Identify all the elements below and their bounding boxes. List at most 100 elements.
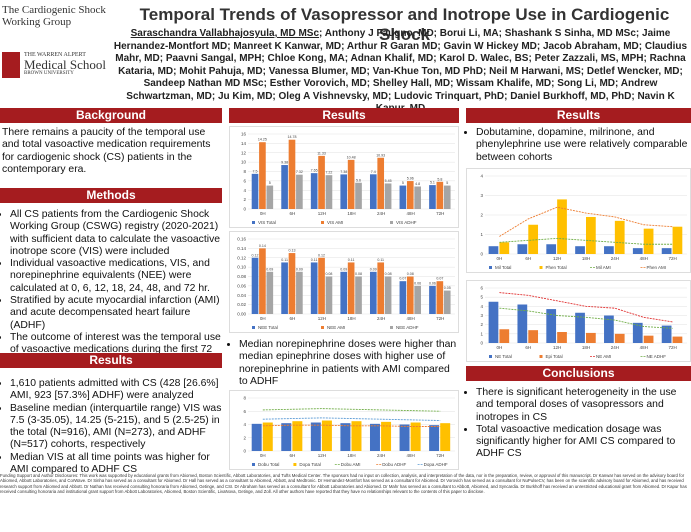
y-tick-label: 4 — [243, 422, 246, 427]
x-tick-label: 72H — [668, 256, 676, 261]
legend-label: Dopa Total — [299, 462, 320, 467]
value-label: 7.32 — [296, 170, 303, 174]
x-tick-label: 12H — [318, 211, 326, 216]
bar — [614, 333, 625, 343]
logo-text: BROWN UNIVERSITY — [24, 71, 74, 76]
bar — [546, 309, 557, 343]
bar — [340, 271, 348, 314]
chart: 0 1 2 3 4 0H 6H 12H 18H 24H 48H 72H Mil Total Phen To… — [466, 168, 691, 273]
value-label: 0.08 — [385, 272, 392, 276]
legend-label: Mil Total — [495, 265, 511, 270]
section-text: Median norepinephrine doses were higher … — [231, 339, 457, 388]
bar — [575, 312, 585, 343]
bullet: Individual vasoactive medications, VIS, … — [10, 258, 222, 295]
value-label: 5 — [446, 181, 448, 185]
y-tick-label: 6 — [243, 409, 246, 414]
section-text: There remains a paucity of the temporal … — [2, 127, 211, 175]
y-tick-label: 4 — [243, 188, 246, 193]
bar — [351, 421, 362, 451]
value-label: 5.8 — [437, 177, 442, 181]
y-tick-label: 0.04 — [237, 293, 246, 298]
x-tick-label: 24H — [611, 256, 619, 261]
legend-swatch — [321, 221, 324, 224]
section-heading: Conclusions — [466, 366, 691, 381]
legend-swatch — [539, 266, 543, 269]
x-tick-label: 72H — [668, 345, 676, 350]
x-tick-label: 6H — [289, 453, 295, 458]
footer: Funding Support and Author Disclosures: … — [0, 473, 687, 495]
bar — [369, 423, 380, 451]
section-text: 1,610 patients admitted with CS (428 [26… — [2, 378, 222, 476]
bar — [377, 262, 385, 314]
bar — [384, 276, 392, 314]
x-tick-label: 72H — [436, 316, 444, 321]
bar — [347, 159, 355, 209]
line — [262, 417, 441, 421]
y-tick-label: 8 — [243, 169, 246, 174]
value-label: 0.07 — [436, 277, 443, 281]
line — [499, 292, 673, 323]
bar — [661, 325, 672, 343]
line — [262, 408, 441, 412]
section-heading: Results — [0, 353, 222, 368]
legend-label: VIS ADHF — [396, 220, 417, 225]
legend-swatch — [293, 463, 297, 466]
bar — [310, 422, 321, 451]
value-label: 0.06 — [429, 281, 436, 285]
value-label: 7.4 — [371, 170, 376, 174]
bar — [399, 424, 410, 451]
legend-swatch — [252, 463, 255, 466]
bar — [586, 332, 596, 343]
bar — [632, 248, 643, 254]
bar — [266, 271, 274, 314]
bar — [347, 262, 355, 314]
bar — [414, 186, 421, 209]
y-tick-label: 4 — [480, 304, 483, 309]
value-label: 0.07 — [399, 277, 406, 281]
value-label: 10.93 — [376, 153, 385, 157]
value-label: 0.12 — [318, 253, 325, 257]
bar — [281, 262, 288, 314]
legend-label: VIS Total — [258, 220, 276, 225]
y-tick-label: 0.02 — [237, 302, 246, 307]
bar — [443, 185, 451, 209]
legend-label: NEE ADHF — [396, 325, 419, 330]
title: Temporal Trends of Vasopressor and Inotr… — [139, 5, 670, 44]
section-heading: Background — [0, 108, 222, 123]
bar — [604, 246, 614, 254]
value-label: 5.96 — [407, 177, 414, 181]
bar — [381, 421, 392, 451]
logo-text: The Cardiogenic Shock — [2, 4, 106, 16]
x-tick-label: 12H — [318, 453, 326, 458]
bar — [292, 421, 303, 451]
value-label: 0.05 — [444, 286, 451, 290]
brown-shield — [2, 52, 20, 78]
value-label: 0.09 — [266, 267, 273, 271]
legend-label: NEE Total — [258, 325, 278, 330]
legend-swatch — [390, 221, 393, 224]
legend-swatch — [489, 355, 492, 358]
y-tick-label: 0 — [480, 341, 483, 346]
y-tick-label: 2 — [480, 322, 483, 327]
x-tick-label: 72H — [436, 211, 444, 216]
section-heading: Results — [229, 108, 459, 123]
bar — [251, 257, 259, 314]
x-tick-label: 24H — [611, 345, 619, 350]
legend-label: NE AMI — [596, 354, 611, 359]
value-label: 7.5 — [253, 169, 258, 173]
value-label: 0.11 — [377, 258, 384, 262]
bar — [262, 422, 273, 451]
y-tick-label: 6 — [480, 286, 483, 291]
value-label: 0.08 — [325, 272, 332, 276]
legend-label: Phen AMI — [647, 265, 667, 270]
legend-label: NE ADHF — [647, 354, 667, 359]
x-tick-label: 0H — [497, 345, 503, 350]
x-tick-label: 0H — [260, 211, 266, 216]
x-tick-label: 6H — [289, 316, 295, 321]
y-tick-label: 16 — [241, 132, 247, 137]
x-tick-label: 24H — [377, 211, 385, 216]
bar — [661, 248, 672, 254]
y-tick-label: 14 — [241, 141, 247, 146]
legend-label: Dobu ADHF — [382, 462, 406, 467]
legend-label: Mil AMI — [596, 265, 611, 270]
